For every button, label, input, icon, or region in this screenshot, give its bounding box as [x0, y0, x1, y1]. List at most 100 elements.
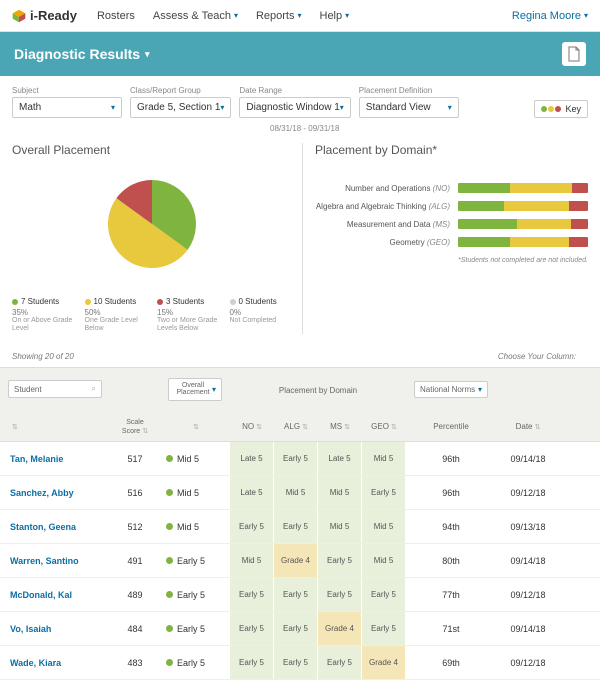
date-cell: 09/12/18 [496, 650, 560, 676]
nav-assess[interactable]: Assess & Teach▾ [153, 10, 238, 22]
score-cell: 491 [110, 548, 160, 574]
domain-section: Placement by Domain* Number and Operatio… [302, 143, 588, 334]
domain-cell: Early 5 [230, 510, 274, 543]
col-geo[interactable]: GEO⇅ [362, 416, 406, 437]
overall-cell: Early 5 [160, 616, 230, 642]
domain-cell: Grade 4 [274, 544, 318, 577]
date-cell: 09/12/18 [496, 582, 560, 608]
score-cell: 483 [110, 650, 160, 676]
filter-placement: Placement Definition Standard View▾ [359, 86, 459, 118]
domain-bars: Number and Operations (NO) Algebra and A… [315, 183, 588, 247]
table-row: Wade, Kiara 483 Early 5 Early 5Early 5Ea… [0, 646, 600, 680]
overall-cell: Mid 5 [160, 480, 230, 506]
domain-cell: Mid 5 [362, 442, 406, 475]
subject-select[interactable]: Math▾ [12, 97, 122, 118]
domain-cell: Early 5 [230, 578, 274, 611]
pie-legend: 7 Students 35% On or Above Grade Level 1… [12, 297, 292, 334]
filters: Subject Math▾ Class/Report Group Grade 5… [0, 76, 600, 124]
domain-cell: Late 5 [318, 442, 362, 475]
key-button[interactable]: Key [534, 100, 588, 118]
col-scale[interactable]: Scale Score⇅ [110, 411, 160, 441]
domain-cell: Early 5 [274, 578, 318, 611]
chevron-down-icon: ▾ [297, 11, 301, 20]
nav-rosters[interactable]: Rosters [97, 10, 135, 22]
chevron-down-icon: ▾ [448, 103, 452, 112]
filter-group: Class/Report Group Grade 5, Section 1▾ [130, 86, 231, 118]
domain-cell: Early 5 [362, 476, 406, 509]
student-name-link[interactable]: McDonald, Kal [0, 582, 110, 608]
nav-reports[interactable]: Reports▾ [256, 10, 302, 22]
domain-header: Placement by Domain [230, 382, 406, 397]
domain-cell: Mid 5 [230, 544, 274, 577]
logo-icon [12, 9, 26, 23]
domain-footnote: *Students not completed are not included… [315, 257, 588, 264]
score-cell: 489 [110, 582, 160, 608]
overall-placement-filter[interactable]: Overall Placement▾ [168, 378, 222, 401]
logo: i-Ready [12, 8, 77, 23]
sort-icon[interactable]: ⇅ [12, 424, 18, 431]
legend-item: 10 Students 50% One Grade Level Below [85, 297, 148, 334]
score-cell: 484 [110, 616, 160, 642]
student-name-link[interactable]: Sanchez, Abby [0, 480, 110, 506]
overall-pie-chart [97, 169, 207, 279]
domain-row: Algebra and Algebraic Thinking (ALG) [315, 201, 588, 211]
domain-cell: Early 5 [362, 578, 406, 611]
placement-select[interactable]: Standard View▾ [359, 97, 459, 118]
percentile-cell: 69th [406, 650, 496, 676]
col-no[interactable]: NO⇅ [230, 416, 274, 437]
sort-icon: ⇅ [142, 428, 148, 435]
date-cell: 09/14/18 [496, 548, 560, 574]
student-name-link[interactable]: Vo, Isaiah [0, 616, 110, 642]
student-name-link[interactable]: Wade, Kiara [0, 650, 110, 676]
domain-row: Geometry (GEO) [315, 237, 588, 247]
date-cell: 09/14/18 [496, 616, 560, 642]
overall-cell: Mid 5 [160, 446, 230, 472]
pdf-export-button[interactable] [562, 42, 586, 66]
user-menu[interactable]: Regina Moore▾ [512, 10, 588, 22]
score-cell: 516 [110, 480, 160, 506]
nav-help[interactable]: Help▾ [320, 10, 350, 22]
table-row: Sanchez, Abby 516 Mid 5 Late 5Mid 5Mid 5… [0, 476, 600, 510]
top-nav: i-Ready Rosters Assess & Teach▾ Reports▾… [0, 0, 600, 32]
legend-item: 3 Students 15% Two or More Grade Levels … [157, 297, 220, 334]
student-name-link[interactable]: Stanton, Geena [0, 514, 110, 540]
col-date[interactable]: Date⇅ [496, 416, 560, 437]
percentile-cell: 94th [406, 514, 496, 540]
banner-title[interactable]: Diagnostic Results▾ [14, 46, 150, 62]
filter-date: Date Range Diagnostic Window 1▾ [239, 86, 350, 118]
domain-cell: Mid 5 [362, 510, 406, 543]
student-name-link[interactable]: Tan, Melanie [0, 446, 110, 472]
overall-cell: Mid 5 [160, 514, 230, 540]
table-row: McDonald, Kal 489 Early 5 Early 5Early 5… [0, 578, 600, 612]
percentile-cell: 96th [406, 480, 496, 506]
overall-placement-section: Overall Placement 7 Students 35% On or A… [12, 143, 292, 334]
score-cell: 512 [110, 514, 160, 540]
table-header-row: Showing 20 of 20 Choose Your Column: [0, 346, 600, 367]
student-filter[interactable]: Student⌕ [8, 380, 102, 398]
table-row: Warren, Santino 491 Early 5 Mid 5Grade 4… [0, 544, 600, 578]
sort-icon[interactable]: ⇅ [193, 424, 199, 431]
brand-text: i-Ready [30, 8, 77, 23]
chevron-down-icon: ▾ [478, 385, 482, 394]
domain-cell: Early 5 [362, 612, 406, 645]
domain-cell: Mid 5 [318, 476, 362, 509]
overall-title: Overall Placement [12, 143, 292, 157]
col-ms[interactable]: MS⇅ [318, 416, 362, 437]
score-cell: 517 [110, 446, 160, 472]
group-select[interactable]: Grade 5, Section 1▾ [130, 97, 231, 118]
filter-subject: Subject Math▾ [12, 86, 122, 118]
domain-cell: Mid 5 [362, 544, 406, 577]
document-icon [567, 46, 581, 62]
showing-text: Showing 20 of 20 [12, 352, 74, 361]
col-alg[interactable]: ALG⇅ [274, 416, 318, 437]
norms-select[interactable]: National Norms▾ [414, 381, 488, 398]
domain-cell: Early 5 [318, 646, 362, 679]
student-name-link[interactable]: Warren, Santino [0, 548, 110, 574]
legend-item: 7 Students 35% On or Above Grade Level [12, 297, 75, 334]
percentile-cell: 77th [406, 582, 496, 608]
date-select[interactable]: Diagnostic Window 1▾ [239, 97, 350, 118]
domain-cell: Mid 5 [274, 476, 318, 509]
table-row: Stanton, Geena 512 Mid 5 Early 5Early 5M… [0, 510, 600, 544]
table-body: Tan, Melanie 517 Mid 5 Late 5Early 5Late… [0, 442, 600, 680]
table-row: Vo, Isaiah 484 Early 5 Early 5Early 5Gra… [0, 612, 600, 646]
